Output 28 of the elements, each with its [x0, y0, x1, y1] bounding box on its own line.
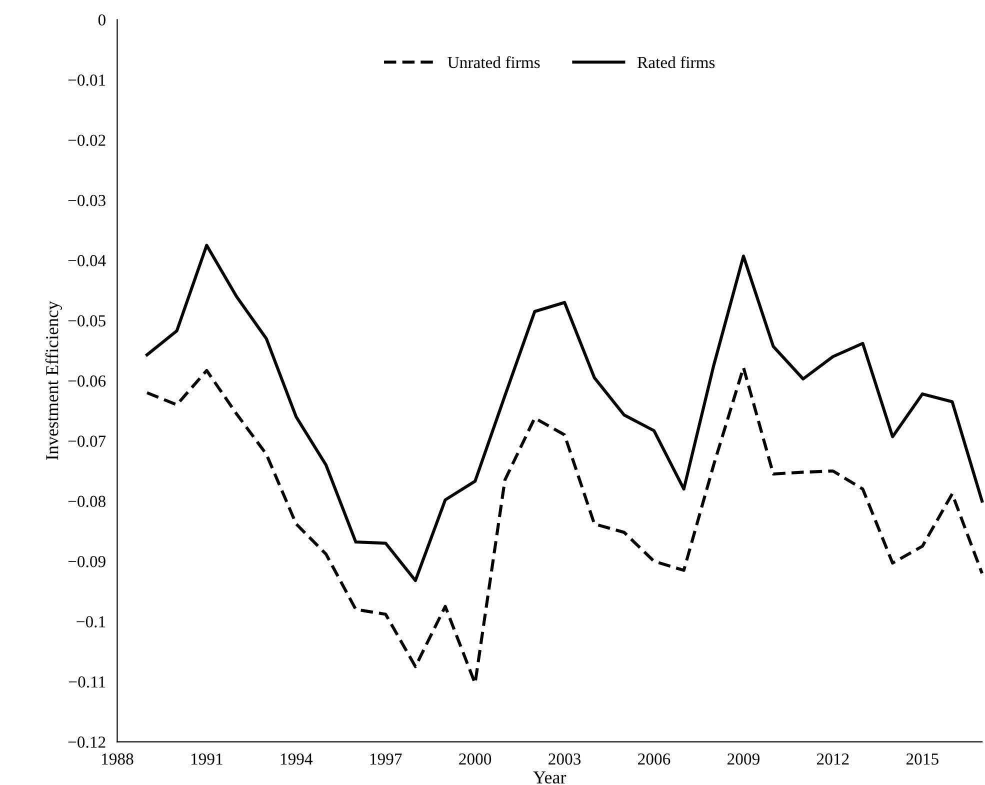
x-tick-label: 2003 [548, 753, 581, 765]
y-tick-label: −0.1 [76, 616, 106, 628]
x-tick-label: 1994 [280, 753, 313, 765]
y-tick-label: −0.01 [68, 74, 106, 86]
y-tick-label: −0.07 [68, 436, 106, 447]
y-tick-label: −0.03 [68, 194, 106, 206]
x-tick-label: 1991 [191, 753, 222, 765]
x-tick-label: 2006 [638, 753, 670, 765]
legend-label: Unrated firms [448, 56, 540, 68]
y-tick-label: −0.08 [68, 496, 106, 508]
x-tick-label: 2009 [728, 753, 760, 765]
y-tick-label: −0.04 [68, 255, 106, 266]
legend-label: Rated firms [638, 56, 715, 68]
y-tick-label: −0.11 [68, 676, 106, 688]
x-tick-label: 2000 [459, 753, 492, 765]
x-tick-label: 2012 [817, 753, 849, 765]
line-series [146, 244, 984, 582]
y-tick-label: −0.12 [68, 736, 106, 748]
x-tick-label: 1997 [370, 753, 402, 765]
x-axis-title: Year [533, 772, 566, 784]
x-tick-label: 2015 [906, 753, 938, 765]
y-tick-label: −0.09 [68, 556, 106, 568]
y-tick-label: −0.06 [68, 375, 106, 387]
y-axis-title: Investment Efficiency [45, 300, 62, 460]
y-tick-label: 0 [98, 14, 106, 26]
y-tick-label: −0.02 [68, 134, 106, 146]
y-tick-label: −0.05 [68, 315, 106, 327]
x-tick-label: 1988 [102, 753, 134, 765]
